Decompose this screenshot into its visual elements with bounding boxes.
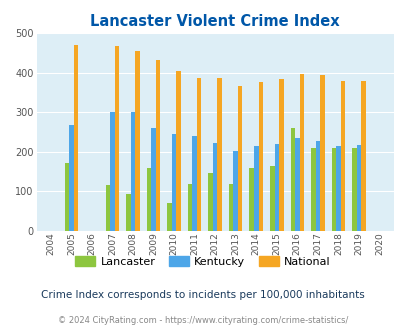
Bar (188, 184, 192, 231)
Bar (217, 78, 222, 231)
Bar (294, 138, 299, 231)
Bar (228, 184, 233, 231)
Bar (151, 128, 156, 231)
Bar (351, 148, 356, 231)
Bar (110, 112, 115, 231)
Bar (315, 141, 319, 231)
Text: © 2024 CityRating.com - https://www.cityrating.com/crime-statistics/: © 2024 CityRating.com - https://www.city… (58, 315, 347, 325)
Bar (258, 82, 262, 231)
Bar (310, 148, 315, 231)
Bar (269, 166, 274, 231)
Bar (249, 168, 254, 231)
Bar (115, 46, 119, 231)
Text: Crime Index corresponds to incidents per 100,000 inhabitants: Crime Index corresponds to incidents per… (41, 290, 364, 300)
Bar (64, 163, 69, 231)
Bar (356, 146, 360, 231)
Bar (171, 134, 176, 231)
Bar (147, 168, 151, 231)
Bar (237, 86, 242, 231)
Bar (196, 78, 201, 231)
Bar (130, 112, 135, 231)
Bar (74, 45, 78, 231)
Bar (274, 144, 278, 231)
Bar (208, 173, 212, 231)
Legend: Lancaster, Kentucky, National: Lancaster, Kentucky, National (70, 251, 335, 271)
Bar (192, 136, 196, 231)
Bar (135, 51, 139, 231)
Bar (105, 185, 110, 231)
Bar (233, 151, 237, 231)
Bar (335, 146, 340, 231)
Bar (212, 143, 217, 231)
Bar (167, 203, 171, 231)
Bar (176, 71, 181, 231)
Title: Lancaster Violent Crime Index: Lancaster Violent Crime Index (90, 14, 339, 29)
Bar (69, 125, 74, 231)
Bar (340, 81, 344, 231)
Bar (331, 148, 335, 231)
Bar (299, 74, 303, 231)
Bar (156, 60, 160, 231)
Bar (319, 75, 324, 231)
Bar (290, 128, 294, 231)
Bar (360, 81, 365, 231)
Bar (254, 146, 258, 231)
Bar (278, 79, 283, 231)
Bar (126, 194, 130, 231)
